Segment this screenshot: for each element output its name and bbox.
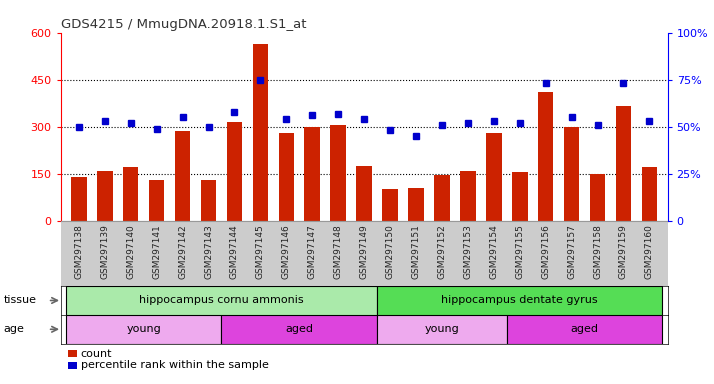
Bar — [278, 133, 294, 221]
Bar — [377, 315, 507, 344]
Text: GSM297156: GSM297156 — [541, 224, 550, 279]
Text: percentile rank within the sample: percentile rank within the sample — [81, 360, 268, 370]
Bar — [97, 170, 113, 221]
Bar — [356, 166, 372, 221]
Bar — [507, 315, 663, 344]
Text: age: age — [4, 324, 24, 334]
Bar — [331, 125, 346, 221]
Text: GSM297160: GSM297160 — [645, 224, 654, 279]
Text: GSM297148: GSM297148 — [333, 224, 343, 279]
Text: GSM297145: GSM297145 — [256, 224, 265, 279]
Bar — [377, 286, 663, 315]
Bar — [66, 315, 221, 344]
Text: GSM297159: GSM297159 — [619, 224, 628, 279]
Bar — [590, 174, 605, 221]
Bar — [149, 180, 164, 221]
Bar — [175, 131, 191, 221]
Text: GSM297157: GSM297157 — [567, 224, 576, 279]
Text: young: young — [126, 324, 161, 334]
Text: GSM297146: GSM297146 — [282, 224, 291, 279]
Text: GSM297143: GSM297143 — [204, 224, 213, 279]
Text: GSM297152: GSM297152 — [438, 224, 446, 279]
Text: GSM297150: GSM297150 — [386, 224, 395, 279]
Text: GSM297155: GSM297155 — [516, 224, 524, 279]
Bar — [71, 177, 86, 221]
Text: GSM297139: GSM297139 — [100, 224, 109, 279]
Text: GSM297140: GSM297140 — [126, 224, 135, 279]
Bar — [408, 188, 424, 221]
Bar — [221, 315, 377, 344]
Text: aged: aged — [286, 324, 313, 334]
Text: hippocampus dentate gyrus: hippocampus dentate gyrus — [441, 295, 598, 306]
Bar — [66, 286, 377, 315]
Bar — [486, 133, 502, 221]
Bar — [460, 170, 476, 221]
Bar — [123, 167, 139, 221]
Bar — [512, 172, 528, 221]
Bar — [615, 106, 631, 221]
Text: hippocampus cornu ammonis: hippocampus cornu ammonis — [139, 295, 303, 306]
Text: tissue: tissue — [4, 295, 36, 306]
Bar — [382, 189, 398, 221]
Text: aged: aged — [570, 324, 598, 334]
Text: GSM297144: GSM297144 — [230, 224, 239, 279]
Bar — [304, 127, 320, 221]
Text: GSM297158: GSM297158 — [593, 224, 602, 279]
Text: GSM297142: GSM297142 — [178, 224, 187, 279]
Text: young: young — [425, 324, 459, 334]
Text: GSM297151: GSM297151 — [411, 224, 421, 279]
Text: GDS4215 / MmugDNA.20918.1.S1_at: GDS4215 / MmugDNA.20918.1.S1_at — [61, 18, 306, 31]
Bar — [201, 180, 216, 221]
Bar — [538, 92, 553, 221]
Bar — [434, 175, 450, 221]
Bar — [253, 44, 268, 221]
Text: GSM297153: GSM297153 — [463, 224, 473, 279]
Text: GSM297147: GSM297147 — [308, 224, 317, 279]
Bar — [642, 167, 657, 221]
Bar — [226, 122, 242, 221]
Bar — [564, 127, 579, 221]
Text: GSM297149: GSM297149 — [360, 224, 368, 279]
Text: GSM297138: GSM297138 — [74, 224, 84, 279]
Text: count: count — [81, 349, 112, 359]
Text: GSM297141: GSM297141 — [152, 224, 161, 279]
Text: GSM297154: GSM297154 — [489, 224, 498, 279]
